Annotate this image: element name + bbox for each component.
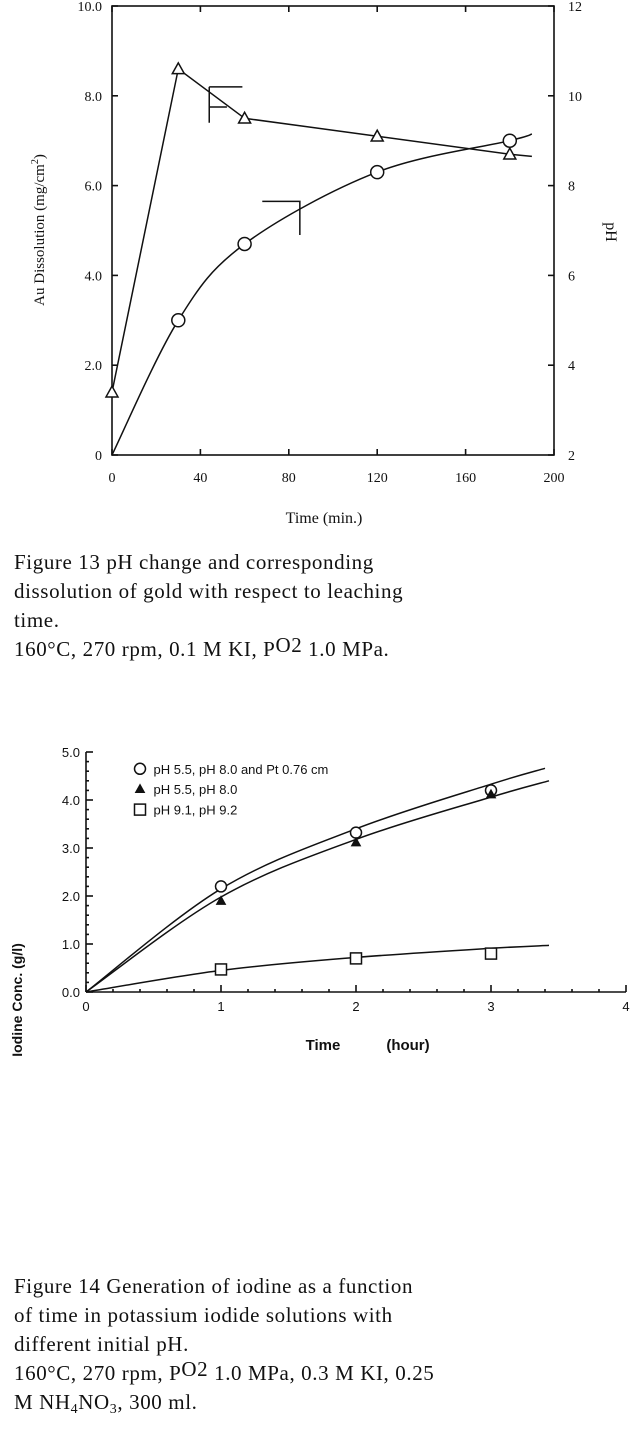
series-3-data-point xyxy=(214,963,228,976)
y-tick-label: 2.0 xyxy=(62,889,80,904)
caption-line: dissolution of gold with respect to leac… xyxy=(14,579,404,603)
series-2-data-point xyxy=(350,836,362,847)
y-axis-label: Iodine Conc. (g/l) xyxy=(9,943,25,1057)
figure-14: Iodine Conc. (g/l) Time (hour) 0 1 2 3 4 0.0 1… xyxy=(0,745,640,1260)
y-right-tick-label: 10 xyxy=(568,90,582,105)
y-right-tick-label: 12 xyxy=(568,0,582,15)
caption-line: of time in potassium iodide solutions wi… xyxy=(14,1303,393,1327)
y-left-tick-label: 4.0 xyxy=(85,269,103,284)
x-axis-unit-label: (hour) xyxy=(386,1037,429,1054)
y-left-tick-label: 10.0 xyxy=(78,0,103,15)
y-left-tick-label: 0 xyxy=(95,449,102,464)
series-1-data-point xyxy=(349,826,363,839)
series-2-data-point xyxy=(215,895,227,905)
legend-marker xyxy=(133,762,147,776)
series-3-data-point xyxy=(484,947,498,960)
series-3-data-point xyxy=(349,952,363,965)
legend-label: pH 9.1, pH 9.2 xyxy=(154,803,238,818)
au-data-point xyxy=(502,133,518,148)
caption-line: 160°C, 270 rpm, PO2 1.0 MPa, 0.3 M KI, 0… xyxy=(14,1357,435,1385)
x-tick-label: 40 xyxy=(193,471,207,486)
y-left-tick-label: 6.0 xyxy=(85,180,103,195)
figure-13-caption: Figure 13 pH change and corresponding di… xyxy=(14,548,636,664)
caption-line: time. xyxy=(14,608,60,632)
y-axis-left-label: Au Dissolution (mg/cm2) xyxy=(30,154,48,306)
x-tick-label: 2 xyxy=(352,999,359,1014)
ph-data-point xyxy=(104,384,120,398)
y-tick-label: 1.0 xyxy=(62,937,80,952)
ph-data-point xyxy=(171,61,186,75)
y-right-tick-label: 6 xyxy=(568,269,575,284)
x-tick-label: 0 xyxy=(109,471,116,486)
caption-line: different initial pH. xyxy=(14,1332,189,1356)
x-tick-label: 80 xyxy=(282,471,296,486)
caption-line: 160°C, 270 rpm, 0.1 M KI, PO2 1.0 MPa. xyxy=(14,633,390,661)
series-1-data-point xyxy=(214,880,228,893)
legend-label: pH 5.5, pH 8.0 xyxy=(154,782,238,797)
x-tick-label: 0 xyxy=(82,999,89,1014)
y-left-tick-label: 2.0 xyxy=(85,359,103,374)
series-2-data-point xyxy=(485,788,497,799)
au-data-point xyxy=(237,236,252,252)
caption-line: M NH4NO3, 300 ml. xyxy=(14,1390,198,1417)
x-tick-label: 200 xyxy=(544,471,565,486)
x-tick-label: 4 xyxy=(622,999,629,1014)
right-axis-indicator xyxy=(208,86,243,123)
au-data-point xyxy=(171,313,186,328)
plot-frame xyxy=(111,5,555,456)
legend-label: pH 5.5, pH 8.0 and Pt 0.76 cm xyxy=(154,762,329,777)
au-data-point xyxy=(369,164,385,180)
x-axis-label: Time xyxy=(306,1037,341,1054)
ph-series-line xyxy=(111,67,532,393)
figure-13-chart: Au Dissolution (mg/cm2) pH Time (min.) 0… xyxy=(30,0,619,527)
legend-marker xyxy=(134,783,146,794)
ph-data-point xyxy=(369,128,385,142)
figure-14-chart: Iodine Conc. (g/l) Time (hour) 0 1 2 3 4 0.0 1… xyxy=(9,745,630,1057)
figure-14-caption: Figure 14 Generation of iodine as a func… xyxy=(14,1272,636,1420)
x-tick-label: 1 xyxy=(217,999,224,1014)
y-tick-label: 5.0 xyxy=(62,745,80,760)
y-tick-label: 4.0 xyxy=(62,793,80,808)
fit-curve-high-ph xyxy=(85,944,550,993)
caption-line: Figure 14 Generation of iodine as a func… xyxy=(14,1274,414,1298)
y-right-tick-label: 4 xyxy=(568,359,575,374)
left-axis-indicator xyxy=(262,200,301,235)
ph-data-point xyxy=(237,110,252,124)
y-tick-label: 0.0 xyxy=(62,985,80,1000)
x-tick-label: 120 xyxy=(367,471,388,486)
x-tick-label: 160 xyxy=(455,471,476,486)
y-right-tick-label: 8 xyxy=(568,180,575,195)
x-axis-label: Time (min.) xyxy=(286,510,363,527)
au-series-line xyxy=(111,133,533,456)
figure-13: Au Dissolution (mg/cm2) pH Time (min.) 0… xyxy=(0,0,640,530)
legend-marker xyxy=(133,803,147,816)
x-tick-label: 3 xyxy=(487,999,494,1014)
ph-data-point xyxy=(502,146,518,160)
caption-line: Figure 13 pH change and corresponding xyxy=(14,550,374,574)
y-left-tick-label: 8.0 xyxy=(85,90,103,105)
y-tick-label: 3.0 xyxy=(62,841,80,856)
y-right-tick-label: 2 xyxy=(568,449,575,464)
y-axis-right-label: pH xyxy=(602,222,619,242)
